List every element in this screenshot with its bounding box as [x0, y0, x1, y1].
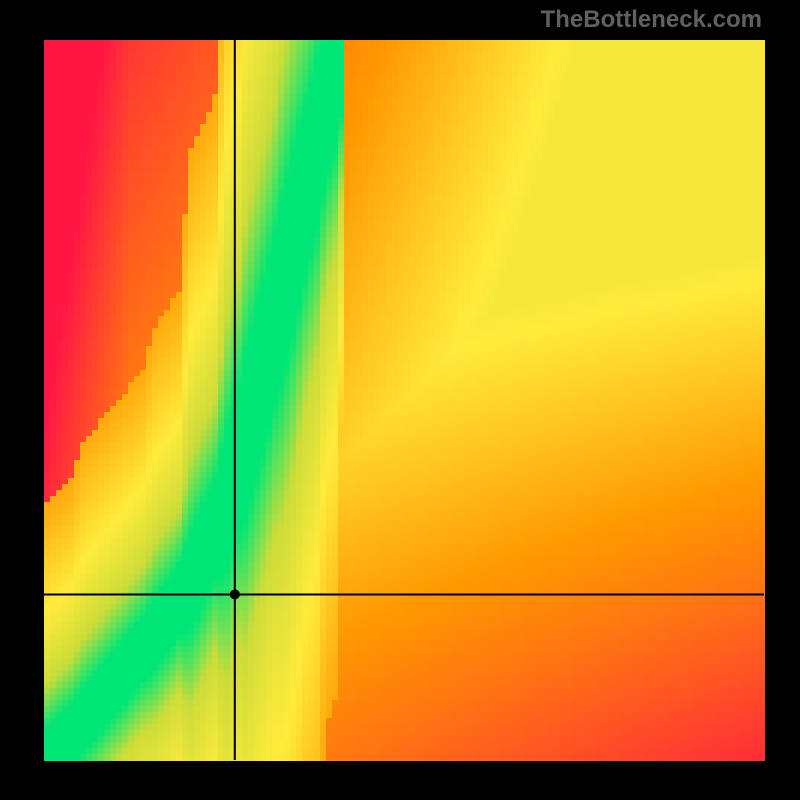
watermark-text: TheBottleneck.com	[541, 6, 762, 34]
bottleneck-heatmap	[0, 0, 800, 800]
